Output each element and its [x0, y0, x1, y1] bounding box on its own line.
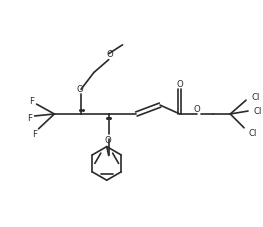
Text: O: O: [104, 136, 111, 145]
Text: O: O: [176, 79, 183, 89]
Text: F: F: [32, 130, 37, 139]
Text: O: O: [193, 104, 200, 113]
Text: Cl: Cl: [248, 129, 256, 138]
Text: F: F: [27, 114, 32, 123]
Text: Cl: Cl: [252, 92, 260, 101]
Text: O: O: [77, 84, 83, 93]
Text: F: F: [29, 96, 34, 105]
Text: O: O: [106, 50, 113, 59]
Text: Cl: Cl: [254, 106, 262, 115]
